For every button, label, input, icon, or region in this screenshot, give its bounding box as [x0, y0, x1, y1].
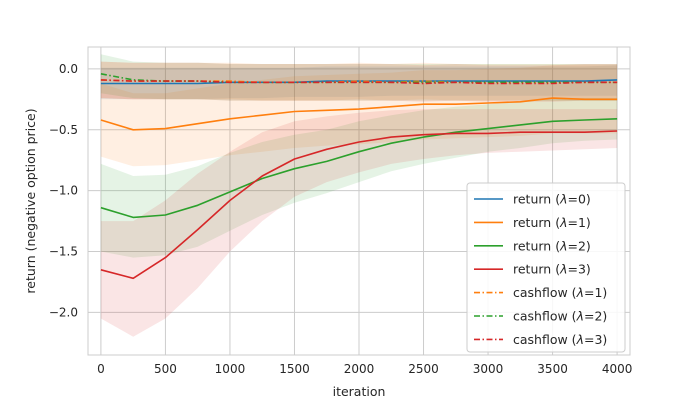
x-tick-label: 3500	[537, 362, 568, 376]
series-line	[100, 79, 618, 85]
legend-box	[466, 182, 626, 353]
confidence-band	[100, 98, 618, 258]
y-tick-label: −1.5	[49, 245, 78, 259]
confidence-band	[100, 65, 618, 167]
x-tick-label: 0	[97, 362, 105, 376]
series-line	[100, 118, 618, 219]
legend: return (λ=0) return (λ=1) return (λ=2) retu…	[466, 182, 626, 353]
legend-entry: cashflow (λ=1)	[513, 285, 607, 300]
x-tick-label: 2000	[344, 362, 375, 376]
confidence-band	[100, 54, 618, 101]
legend-entry: return (λ=3)	[513, 262, 591, 277]
x-tick-label: 1000	[215, 362, 246, 376]
legend-entry: return (λ=1)	[513, 215, 591, 230]
x-axis-ticks: 0 500 1000 1500 2000 2500 3000 3500 4000	[97, 362, 632, 376]
legend-entry: return (λ=2)	[513, 238, 591, 253]
series-line	[100, 79, 618, 85]
x-tick-label: 3000	[473, 362, 504, 376]
y-tick-label: −2.0	[49, 305, 78, 319]
y-axis-ticks: 0.0 −0.5 −1.0 −1.5 −2.0	[49, 62, 78, 319]
series-line	[100, 130, 618, 280]
x-tick-label: 500	[154, 362, 177, 376]
series-line	[100, 97, 618, 131]
y-tick-label: −0.5	[49, 123, 78, 137]
y-tick-label: 0.0	[59, 62, 78, 76]
legend-entry: return (λ=0)	[513, 192, 591, 207]
y-tick-label: −1.0	[49, 184, 78, 198]
confidence-band	[100, 109, 618, 337]
series-lines	[100, 73, 618, 280]
y-axis-label: return (negative option price)	[23, 108, 38, 293]
x-tick-label: 4000	[602, 362, 633, 376]
x-tick-label: 2500	[408, 362, 439, 376]
x-tick-label: 1500	[279, 362, 310, 376]
series-line	[100, 73, 618, 84]
x-axis-label: iteration	[333, 384, 386, 399]
legend-entry: cashflow (λ=3)	[513, 332, 607, 347]
legend-entry: cashflow (λ=2)	[513, 309, 607, 324]
